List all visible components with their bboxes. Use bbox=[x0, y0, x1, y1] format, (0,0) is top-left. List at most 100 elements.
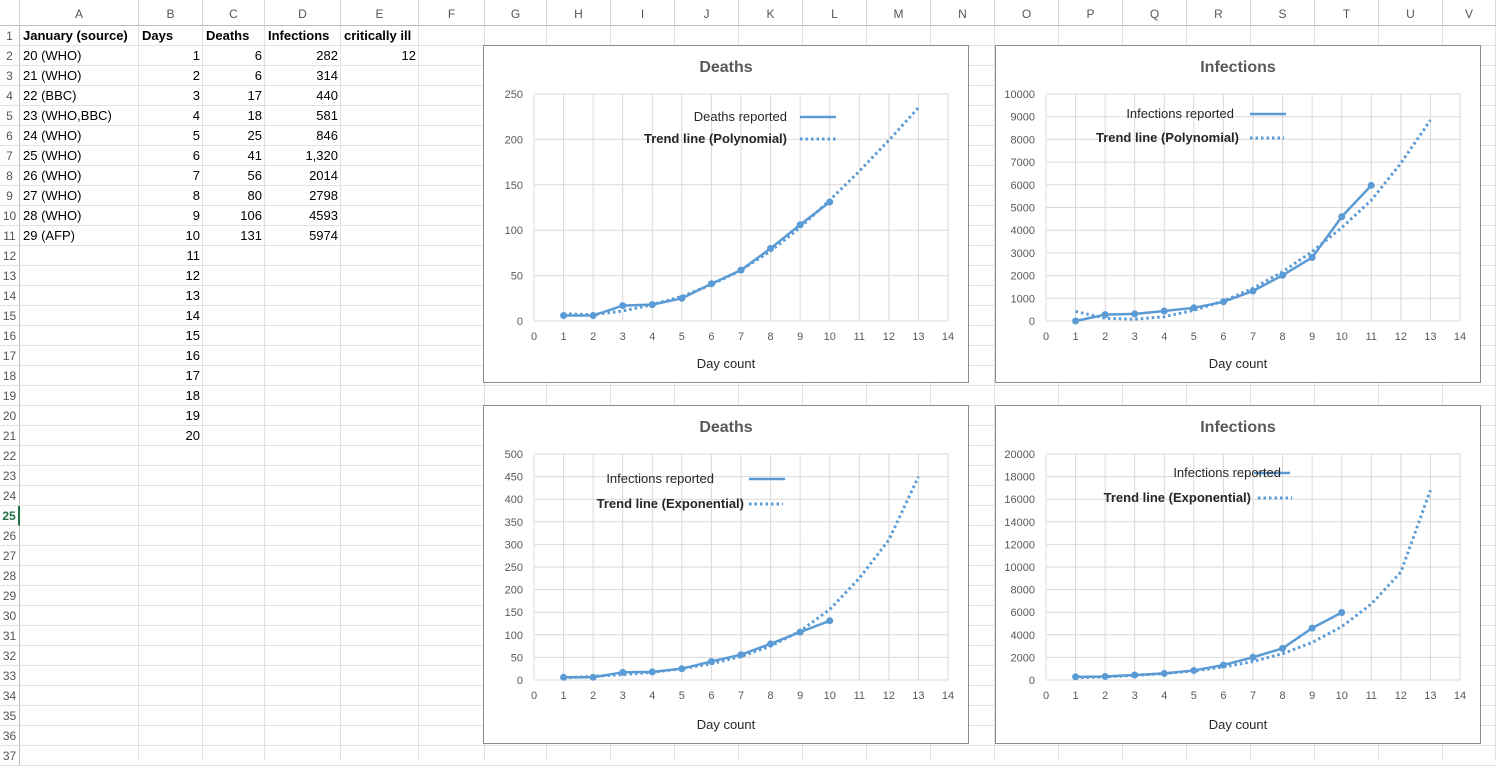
cell-a7[interactable]: 25 (WHO) bbox=[23, 148, 82, 163]
row-header-28[interactable]: 28 bbox=[0, 566, 20, 586]
cell-b10[interactable]: 9 bbox=[192, 208, 200, 223]
column-header-j[interactable]: J bbox=[675, 0, 739, 26]
cell-b17[interactable]: 16 bbox=[185, 348, 200, 363]
cell-d2[interactable]: 282 bbox=[316, 48, 338, 63]
column-header-m[interactable]: M bbox=[867, 0, 931, 26]
row-header-16[interactable]: 16 bbox=[0, 326, 20, 346]
cell-b11[interactable]: 10 bbox=[185, 228, 200, 243]
header-cell-c[interactable]: Deaths bbox=[206, 28, 250, 43]
header-cell-b[interactable]: Days bbox=[142, 28, 174, 43]
cell-d4[interactable]: 440 bbox=[316, 88, 338, 103]
cell-d9[interactable]: 2798 bbox=[309, 188, 338, 203]
row-header-23[interactable]: 23 bbox=[0, 466, 20, 486]
cell-d11[interactable]: 5974 bbox=[309, 228, 338, 243]
row-header-12[interactable]: 12 bbox=[0, 246, 20, 266]
cell-d6[interactable]: 846 bbox=[316, 128, 338, 143]
row-header-19[interactable]: 19 bbox=[0, 386, 20, 406]
row-header-17[interactable]: 17 bbox=[0, 346, 20, 366]
column-header-k[interactable]: K bbox=[739, 0, 803, 26]
cell-d3[interactable]: 314 bbox=[316, 68, 338, 83]
column-header-s[interactable]: S bbox=[1251, 0, 1315, 26]
row-header-9[interactable]: 9 bbox=[0, 186, 20, 206]
row-header-4[interactable]: 4 bbox=[0, 86, 20, 106]
row-header-31[interactable]: 31 bbox=[0, 626, 20, 646]
row-header-11[interactable]: 11 bbox=[0, 226, 20, 246]
row-header-22[interactable]: 22 bbox=[0, 446, 20, 466]
cell-b7[interactable]: 6 bbox=[192, 148, 200, 163]
row-header-32[interactable]: 32 bbox=[0, 646, 20, 666]
cell-b19[interactable]: 18 bbox=[185, 388, 200, 403]
cell-a9[interactable]: 27 (WHO) bbox=[23, 188, 82, 203]
row-header-8[interactable]: 8 bbox=[0, 166, 20, 186]
chart-infections-exponential[interactable]: 0 1 2 3 4 5 6 7 8 9 10 11 12 13 14 0 2000 4000 6000 8000 100… bbox=[995, 405, 1481, 744]
row-header-6[interactable]: 6 bbox=[0, 126, 20, 146]
column-header-v[interactable]: V bbox=[1443, 0, 1496, 26]
column-header-l[interactable]: L bbox=[803, 0, 867, 26]
row-header-29[interactable]: 29 bbox=[0, 586, 20, 606]
header-cell-d[interactable]: Infections bbox=[268, 28, 330, 43]
cell-a11[interactable]: 29 (AFP) bbox=[23, 228, 76, 243]
cell-b8[interactable]: 7 bbox=[192, 168, 200, 183]
column-header-r[interactable]: R bbox=[1187, 0, 1251, 26]
column-header-u[interactable]: U bbox=[1379, 0, 1443, 26]
cell-b9[interactable]: 8 bbox=[192, 188, 200, 203]
row-header-15[interactable]: 15 bbox=[0, 306, 20, 326]
cell-b5[interactable]: 4 bbox=[192, 108, 200, 123]
cell-b14[interactable]: 13 bbox=[185, 288, 200, 303]
chart-deaths-exponential[interactable]: 0 1 2 3 4 5 6 7 8 9 10 11 12 13 14 0 50 100 150 200 250 300 35… bbox=[483, 405, 969, 744]
row-header-14[interactable]: 14 bbox=[0, 286, 20, 306]
cell-a10[interactable]: 28 (WHO) bbox=[23, 208, 82, 223]
row-header-13[interactable]: 13 bbox=[0, 266, 20, 286]
cell-b3[interactable]: 2 bbox=[192, 68, 200, 83]
cell-a4[interactable]: 22 (BBC) bbox=[23, 88, 77, 103]
header-cell-e[interactable]: critically ill bbox=[344, 28, 412, 43]
row-header-21[interactable]: 21 bbox=[0, 426, 20, 446]
column-header-h[interactable]: H bbox=[547, 0, 611, 26]
cell-a2[interactable]: 20 (WHO) bbox=[23, 48, 82, 63]
row-header-30[interactable]: 30 bbox=[0, 606, 20, 626]
cell-d10[interactable]: 4593 bbox=[309, 208, 338, 223]
column-header-p[interactable]: P bbox=[1059, 0, 1123, 26]
cell-b15[interactable]: 14 bbox=[185, 308, 200, 323]
row-header-5[interactable]: 5 bbox=[0, 106, 20, 126]
column-header-t[interactable]: T bbox=[1315, 0, 1379, 26]
cell-c11[interactable]: 131 bbox=[240, 228, 262, 243]
row-header-36[interactable]: 36 bbox=[0, 726, 20, 746]
row-header-2[interactable]: 2 bbox=[0, 46, 20, 66]
cell-d7[interactable]: 1,320 bbox=[305, 148, 338, 163]
cell-b20[interactable]: 19 bbox=[185, 408, 200, 423]
cell-b4[interactable]: 3 bbox=[192, 88, 200, 103]
row-header-26[interactable]: 26 bbox=[0, 526, 20, 546]
select-all-corner[interactable] bbox=[0, 0, 20, 26]
column-header-a[interactable]: A bbox=[20, 0, 139, 26]
chart-deaths-polynomial[interactable]: 0 1 2 3 4 5 6 7 8 9 10 11 12 13 14 0 50 100 150 200 250 Deat… bbox=[483, 45, 969, 383]
cell-a6[interactable]: 24 (WHO) bbox=[23, 128, 82, 143]
cell-c10[interactable]: 106 bbox=[240, 208, 262, 223]
row-header-3[interactable]: 3 bbox=[0, 66, 20, 86]
row-header-7[interactable]: 7 bbox=[0, 146, 20, 166]
row-header-27[interactable]: 27 bbox=[0, 546, 20, 566]
column-header-g[interactable]: G bbox=[485, 0, 547, 26]
cell-b2[interactable]: 1 bbox=[192, 48, 200, 63]
column-header-e[interactable]: E bbox=[341, 0, 419, 26]
column-header-q[interactable]: Q bbox=[1123, 0, 1187, 26]
chart-infections-polynomial[interactable]: 0 1 2 3 4 5 6 7 8 9 10 11 12 13 14 0 1000 2000 3000 4000 500… bbox=[995, 45, 1481, 383]
row-header-1[interactable]: 1 bbox=[0, 26, 20, 46]
cell-b6[interactable]: 5 bbox=[192, 128, 200, 143]
row-header-10[interactable]: 10 bbox=[0, 206, 20, 226]
cell-a5[interactable]: 23 (WHO,BBC) bbox=[23, 108, 112, 123]
cell-b12[interactable]: 11 bbox=[186, 248, 201, 263]
column-header-d[interactable]: D bbox=[265, 0, 341, 26]
column-header-n[interactable]: N bbox=[931, 0, 995, 26]
cell-b16[interactable]: 15 bbox=[185, 328, 200, 343]
row-header-25[interactable]: 25 bbox=[0, 506, 20, 526]
row-header-20[interactable]: 20 bbox=[0, 406, 20, 426]
cell-c9[interactable]: 80 bbox=[247, 188, 262, 203]
cell-b21[interactable]: 20 bbox=[185, 428, 200, 443]
column-header-b[interactable]: B bbox=[139, 0, 203, 26]
cell-a3[interactable]: 21 (WHO) bbox=[23, 68, 82, 83]
column-header-o[interactable]: O bbox=[995, 0, 1059, 26]
cell-e2[interactable]: 12 bbox=[401, 48, 416, 63]
row-header-33[interactable]: 33 bbox=[0, 666, 20, 686]
